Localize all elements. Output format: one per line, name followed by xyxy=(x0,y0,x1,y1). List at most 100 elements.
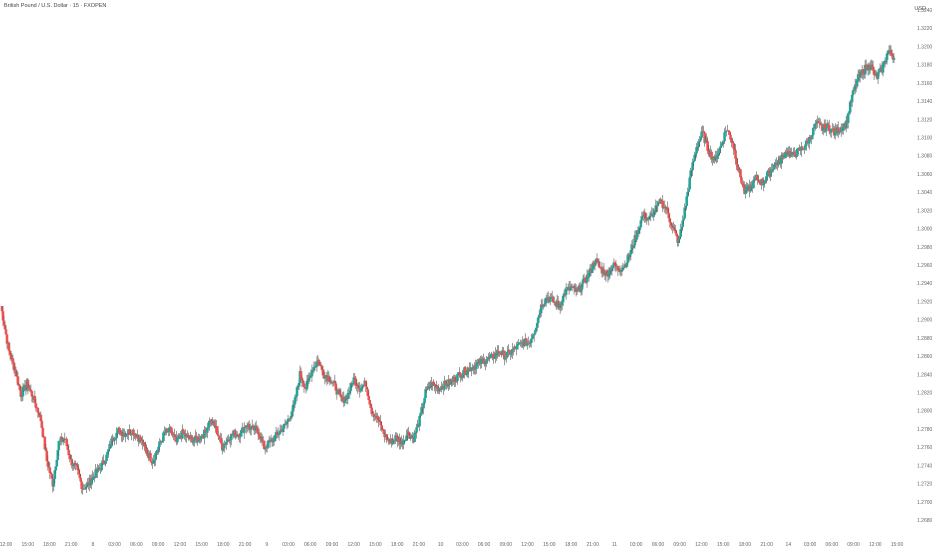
x-tick-label: 10 xyxy=(438,542,444,548)
candle xyxy=(72,463,76,471)
x-tick-label: 18:00 xyxy=(391,542,404,548)
candle xyxy=(70,454,74,469)
candle-body-up xyxy=(457,372,460,375)
candle-body-up xyxy=(516,344,520,345)
candle-body-down xyxy=(247,423,251,427)
candle-body-up xyxy=(528,343,532,344)
candle-body-down xyxy=(425,389,428,390)
candle xyxy=(643,208,647,223)
candle-body-up xyxy=(717,152,720,155)
candle xyxy=(111,434,114,445)
candle xyxy=(387,437,390,445)
y-tick-label: 1.31600 xyxy=(917,81,932,87)
candle-body-up xyxy=(689,170,692,178)
candle xyxy=(889,45,893,55)
y-tick-label: 1.30400 xyxy=(917,190,932,196)
candle-body-up xyxy=(594,259,598,264)
candle-body-up xyxy=(418,416,421,427)
candle-body-up xyxy=(633,235,637,246)
y-tick-label: 1.29400 xyxy=(917,281,932,287)
candle-body-up xyxy=(560,302,564,305)
candle-body-down xyxy=(337,389,341,391)
candle-body-up xyxy=(532,333,536,336)
candle-body-up xyxy=(620,269,624,272)
candle xyxy=(732,140,735,155)
x-tick-label: 18:00 xyxy=(739,542,752,548)
candle-body-down xyxy=(73,463,77,464)
candle-body-up xyxy=(62,438,66,441)
candle-body-up xyxy=(493,358,496,359)
candle-body-down xyxy=(753,179,756,181)
candle-body-down xyxy=(433,384,436,386)
candle-body-up xyxy=(858,71,862,78)
currency-label[interactable]: USD xyxy=(914,6,926,12)
candle-body-up xyxy=(625,262,629,267)
candle-body-down xyxy=(212,421,216,426)
candle-body-up xyxy=(851,90,855,95)
candle-body-up xyxy=(534,327,538,332)
candle-body-down xyxy=(756,175,759,181)
candle-body-down xyxy=(891,56,895,60)
candle-body-down xyxy=(801,146,804,149)
candle xyxy=(781,152,784,164)
candle-body-down xyxy=(817,122,821,124)
candle-body-up xyxy=(297,382,301,386)
candle-body-down xyxy=(161,440,164,442)
time-axis[interactable]: 12:00 15:00 18:00 21:00 8 03:00 06:00 09:00 12:0… xyxy=(0,542,903,548)
price-axis[interactable]: 1.26800 1.27000 1.27200 1.27400 1.27600 1.278… xyxy=(917,8,932,524)
candle xyxy=(291,400,295,417)
candle-body-up xyxy=(347,392,351,394)
candle xyxy=(364,380,368,392)
candle xyxy=(208,417,211,431)
candle xyxy=(90,474,93,490)
candle-body-up xyxy=(696,147,699,148)
candle-body-down xyxy=(12,362,16,371)
y-tick-label: 1.30800 xyxy=(917,154,932,160)
candle-body-up xyxy=(749,185,752,192)
candle xyxy=(128,424,131,435)
candle xyxy=(724,126,727,133)
candle-body-up xyxy=(58,440,62,442)
candle xyxy=(818,118,822,126)
candle-body-up xyxy=(885,53,889,60)
candle-body-up xyxy=(56,450,60,460)
candle xyxy=(91,470,94,482)
candle-body-up xyxy=(419,412,422,417)
candle-body-up xyxy=(766,172,769,177)
candle-body-up xyxy=(94,469,97,478)
candle-body-up xyxy=(312,366,316,372)
candle-body-down xyxy=(819,124,823,126)
candle-body-down xyxy=(670,225,674,228)
candle xyxy=(149,450,152,462)
candle xyxy=(570,283,574,292)
candle xyxy=(731,137,734,144)
candle xyxy=(34,398,38,412)
candle-body-up xyxy=(537,314,541,318)
x-tick-label: 11 xyxy=(612,542,617,548)
candle-body-up xyxy=(844,120,848,129)
candle xyxy=(222,440,226,453)
candle xyxy=(217,436,221,443)
candle xyxy=(250,419,254,430)
candle xyxy=(203,425,206,445)
candle xyxy=(296,385,300,390)
candle-body-down xyxy=(483,358,486,365)
candle-body-up xyxy=(892,58,896,60)
candle xyxy=(154,451,157,467)
x-tick-label: 06:00 xyxy=(478,542,491,548)
candle-body-down xyxy=(256,431,260,435)
candle xyxy=(398,433,401,450)
candle-body-up xyxy=(713,156,716,161)
candle-body-up xyxy=(52,479,56,487)
candle xyxy=(233,428,237,440)
candle xyxy=(418,415,421,432)
candle-body-down xyxy=(334,383,338,391)
candle xyxy=(814,119,818,129)
candle xyxy=(548,293,552,306)
candle xyxy=(121,428,124,443)
candle-body-up xyxy=(96,467,99,473)
candle-body-up xyxy=(515,344,519,350)
candle-body-up xyxy=(55,459,59,467)
candle-body-down xyxy=(220,443,224,451)
candle xyxy=(756,174,759,185)
